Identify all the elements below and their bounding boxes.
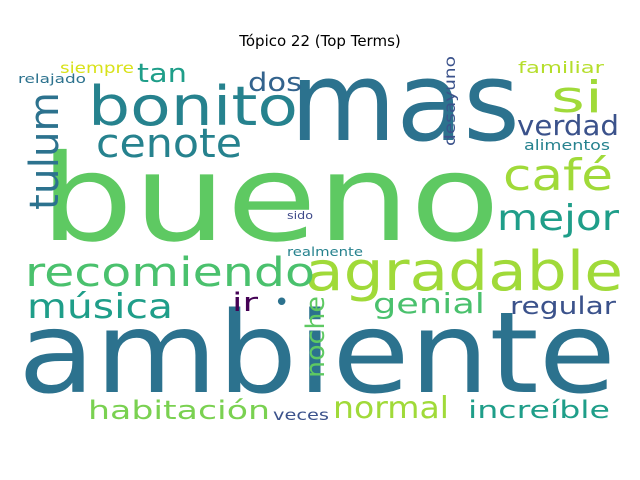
- word-desayuno: desayuno: [441, 56, 459, 146]
- word-recomiendo: recomiendo: [25, 250, 315, 296]
- word-regular: regular: [510, 292, 616, 320]
- word-bueno: bueno: [40, 130, 500, 269]
- word-mejor: mejor: [497, 198, 619, 239]
- word-increible: increíble: [468, 396, 610, 424]
- word-sido: sido: [287, 209, 313, 222]
- word-agradable: agradable: [305, 240, 623, 303]
- word-dot: •: [274, 288, 289, 318]
- word-siempre: siempre: [60, 59, 134, 77]
- word-ir: ir: [232, 288, 258, 318]
- word-veces: veces: [273, 406, 329, 424]
- word-verdad: verdad: [517, 109, 619, 142]
- word-alimentos: alimentos: [524, 138, 610, 154]
- word-bonito: bonito: [88, 75, 298, 138]
- word-cenote: cenote: [96, 121, 242, 167]
- word-habitacion: habitación: [88, 396, 270, 426]
- word-relajado: relajado: [18, 72, 86, 86]
- word-familiar: familiar: [518, 58, 605, 77]
- word-dos: dos: [248, 68, 302, 98]
- word-cafe: café: [503, 150, 613, 201]
- word-noche: noche: [301, 296, 331, 378]
- word-tulum: tulum: [22, 92, 68, 210]
- figure-title: Tópico 22 (Top Terms): [239, 32, 401, 50]
- word-si: si: [551, 72, 603, 123]
- word-mas: mas: [290, 38, 520, 166]
- word-normal: normal: [333, 391, 449, 426]
- word-tan: tan: [137, 59, 187, 89]
- word-realmente: realmente: [287, 245, 363, 259]
- word-ambiente: ambiente: [18, 289, 616, 419]
- word-genial: genial: [373, 287, 485, 320]
- word-musica: música: [27, 287, 173, 327]
